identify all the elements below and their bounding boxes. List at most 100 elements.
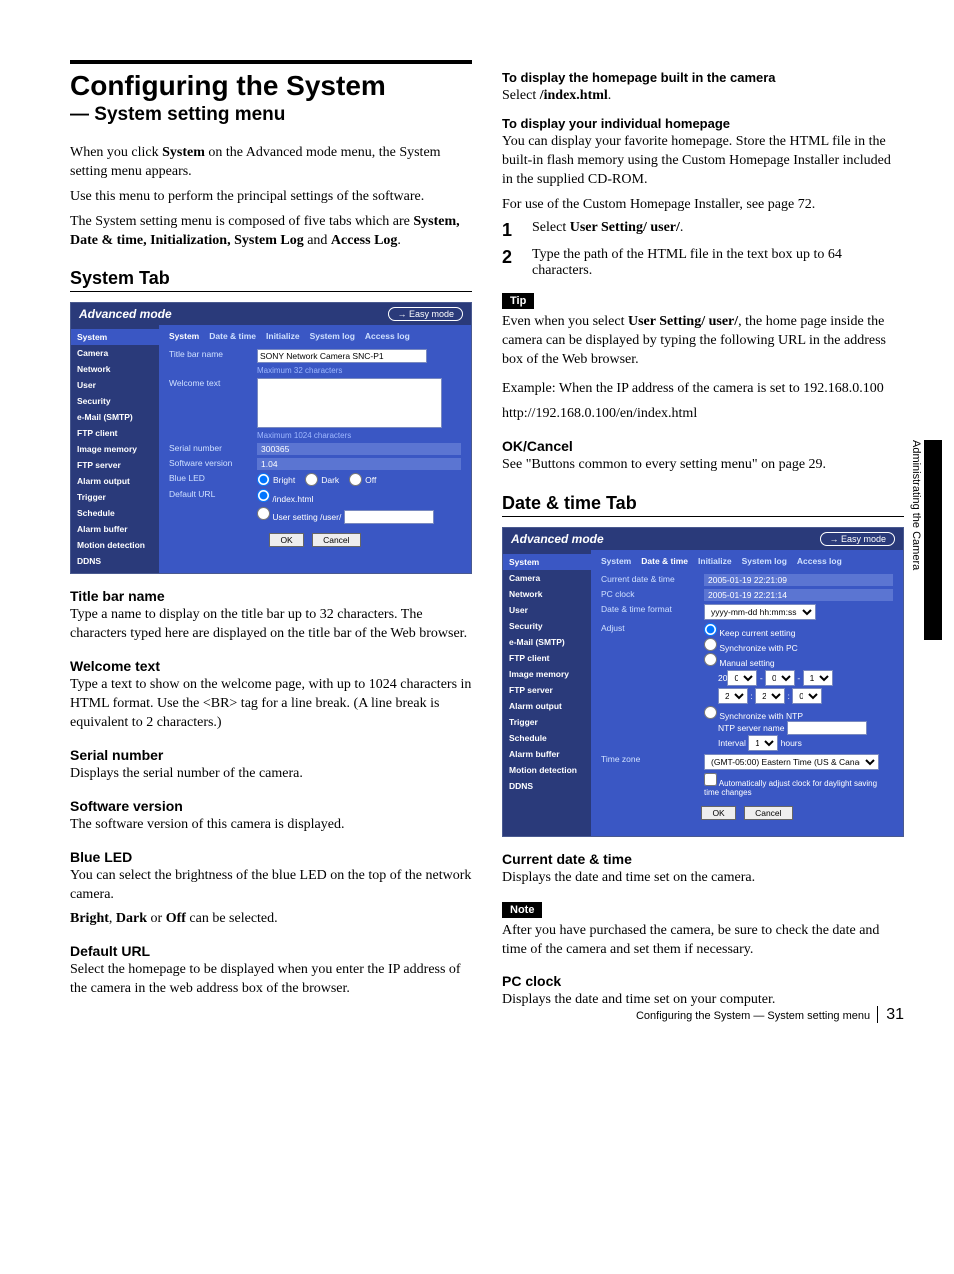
h-software: Software version (70, 798, 472, 814)
tab-accesslog[interactable]: Access log (365, 331, 410, 341)
sel-interval[interactable]: 1 (748, 735, 778, 751)
nav-alarm-output[interactable]: Alarm output (71, 473, 159, 489)
p-blue2: Bright, Dark or Off can be selected. (70, 910, 472, 929)
nav-system[interactable]: System (71, 329, 159, 345)
nav-ftp-client[interactable]: FTP client (71, 425, 159, 441)
h-hp1: To display the homepage built in the cam… (502, 70, 904, 85)
nav2-security[interactable]: Security (503, 618, 591, 634)
step1-text: Select User Setting/ user/. (532, 220, 683, 241)
nav2-ftp-server[interactable]: FTP server (503, 682, 591, 698)
nav-ddns[interactable]: DDNS (71, 553, 159, 569)
input-usersetting[interactable] (344, 510, 434, 524)
nav-trigger[interactable]: Trigger (71, 489, 159, 505)
tab2-system[interactable]: System (601, 556, 631, 566)
nav2-ftp-client[interactable]: FTP client (503, 650, 591, 666)
radio-user[interactable]: User setting /user/ (257, 512, 341, 522)
nav2-image-memory[interactable]: Image memory (503, 666, 591, 682)
nav2-camera[interactable]: Camera (503, 570, 591, 586)
easy-mode-button[interactable]: → Easy mode (388, 307, 463, 321)
radio-dark[interactable]: Dark (305, 473, 339, 486)
cancel-button-2[interactable]: Cancel (744, 806, 792, 820)
panel-content: System Date & time Initialize System log… (159, 325, 471, 573)
intro-p1: When you click System on the Advanced mo… (70, 144, 472, 182)
ok-button[interactable]: OK (269, 533, 303, 547)
nav2-trigger[interactable]: Trigger (503, 714, 591, 730)
sel-d[interactable]: 19 (803, 670, 833, 686)
nav-camera[interactable]: Camera (71, 345, 159, 361)
radio-off[interactable]: Off (349, 473, 376, 486)
tab-systemlog[interactable]: System log (310, 331, 355, 341)
nav2-motion[interactable]: Motion detection (503, 762, 591, 778)
easy-mode-button-2[interactable]: → Easy mode (820, 532, 895, 546)
tip-badge: Tip (502, 293, 534, 309)
radio-keep[interactable]: Keep current setting (704, 628, 795, 638)
select-fmt[interactable]: yyyy-mm-dd hh:mm:ss (704, 604, 816, 620)
check-dst[interactable]: Automatically adjust clock for daylight … (704, 773, 893, 797)
nav-ftp-server[interactable]: FTP server (71, 457, 159, 473)
tip-p1: Even when you select User Setting/ user/… (502, 313, 904, 370)
sel-h[interactable]: 22 (718, 688, 748, 704)
cancel-button[interactable]: Cancel (312, 533, 360, 547)
input-titlebar[interactable] (257, 349, 427, 363)
h-welcome: Welcome text (70, 658, 472, 674)
p-blue1: You can select the brightness of the blu… (70, 867, 472, 905)
h-blue: Blue LED (70, 849, 472, 865)
nav-security[interactable]: Security (71, 393, 159, 409)
nav2-user[interactable]: User (503, 602, 591, 618)
nav-user[interactable]: User (71, 377, 159, 393)
nav-motion[interactable]: Motion detection (71, 537, 159, 553)
intro-p2: Use this menu to perform the principal s… (70, 188, 472, 207)
radio-index[interactable]: /index.html (257, 494, 313, 504)
nav2-network[interactable]: Network (503, 586, 591, 602)
tab2-initialize[interactable]: Initialize (698, 556, 732, 566)
sel-s[interactable]: 04 (792, 688, 822, 704)
radio-manual[interactable]: Manual setting (704, 658, 775, 668)
input-welcome[interactable] (257, 378, 442, 428)
nav2-alarm-output[interactable]: Alarm output (503, 698, 591, 714)
tab2-datetime[interactable]: Date & time (641, 556, 688, 566)
lbl-titlebar: Title bar name (169, 349, 249, 359)
step2-num: 2 (502, 247, 520, 279)
nav-network[interactable]: Network (71, 361, 159, 377)
nav-alarm-buffer[interactable]: Alarm buffer (71, 521, 159, 537)
system-panel: Advanced mode → Easy mode System Camera … (70, 302, 472, 574)
tab-system[interactable]: System (169, 331, 199, 341)
p-note: After you have purchased the camera, be … (502, 922, 904, 960)
lbl-soft: Software version (169, 458, 249, 468)
tab2-accesslog[interactable]: Access log (797, 556, 842, 566)
sel-yr[interactable]: 05 (727, 670, 757, 686)
h-serial: Serial number (70, 747, 472, 763)
sel-m[interactable]: 01 (765, 670, 795, 686)
page-footer: Configuring the System — System setting … (636, 1006, 904, 1024)
nav2-email[interactable]: e-Mail (SMTP) (503, 634, 591, 650)
h-titlebar: Title bar name (70, 588, 472, 604)
panel-title-2: Advanced mode (511, 532, 604, 546)
val-soft: 1.04 (257, 458, 461, 470)
tip-p3: http://192.168.0.100/en/index.html (502, 405, 904, 424)
nav2-system[interactable]: System (503, 554, 591, 570)
p-hp2b: For use of the Custom Homepage Installer… (502, 196, 904, 215)
radio-ntp[interactable]: Synchronize with NTP (704, 711, 803, 721)
ok-button-2[interactable]: OK (701, 806, 735, 820)
nav2-ddns[interactable]: DDNS (503, 778, 591, 794)
p-software: The software version of this camera is d… (70, 816, 472, 835)
input-ntp[interactable] (787, 721, 867, 735)
radio-bright[interactable]: Bright (257, 473, 295, 486)
panel-tabs-2: System Date & time Initialize System log… (601, 556, 893, 566)
radio-syncpc[interactable]: Synchronize with PC (704, 643, 798, 653)
lbl-fmt: Date & time format (601, 604, 696, 614)
nav-email[interactable]: e-Mail (SMTP) (71, 409, 159, 425)
val-serial: 300365 (257, 443, 461, 455)
p-hp2a: You can display your favorite homepage. … (502, 133, 904, 190)
nav2-alarm-buffer[interactable]: Alarm buffer (503, 746, 591, 762)
nav-image-memory[interactable]: Image memory (71, 441, 159, 457)
select-tz[interactable]: (GMT-05:00) Eastern Time (US & Canada) (704, 754, 879, 770)
step-2: 2 Type the path of the HTML file in the … (502, 247, 904, 279)
tab2-systemlog[interactable]: System log (742, 556, 787, 566)
tab-datetime[interactable]: Date & time (209, 331, 256, 341)
nav-schedule[interactable]: Schedule (71, 505, 159, 521)
tab-initialize[interactable]: Initialize (266, 331, 300, 341)
panel-tabs: System Date & time Initialize System log… (169, 331, 461, 341)
sel-mi[interactable]: 25 (755, 688, 785, 704)
nav2-schedule[interactable]: Schedule (503, 730, 591, 746)
